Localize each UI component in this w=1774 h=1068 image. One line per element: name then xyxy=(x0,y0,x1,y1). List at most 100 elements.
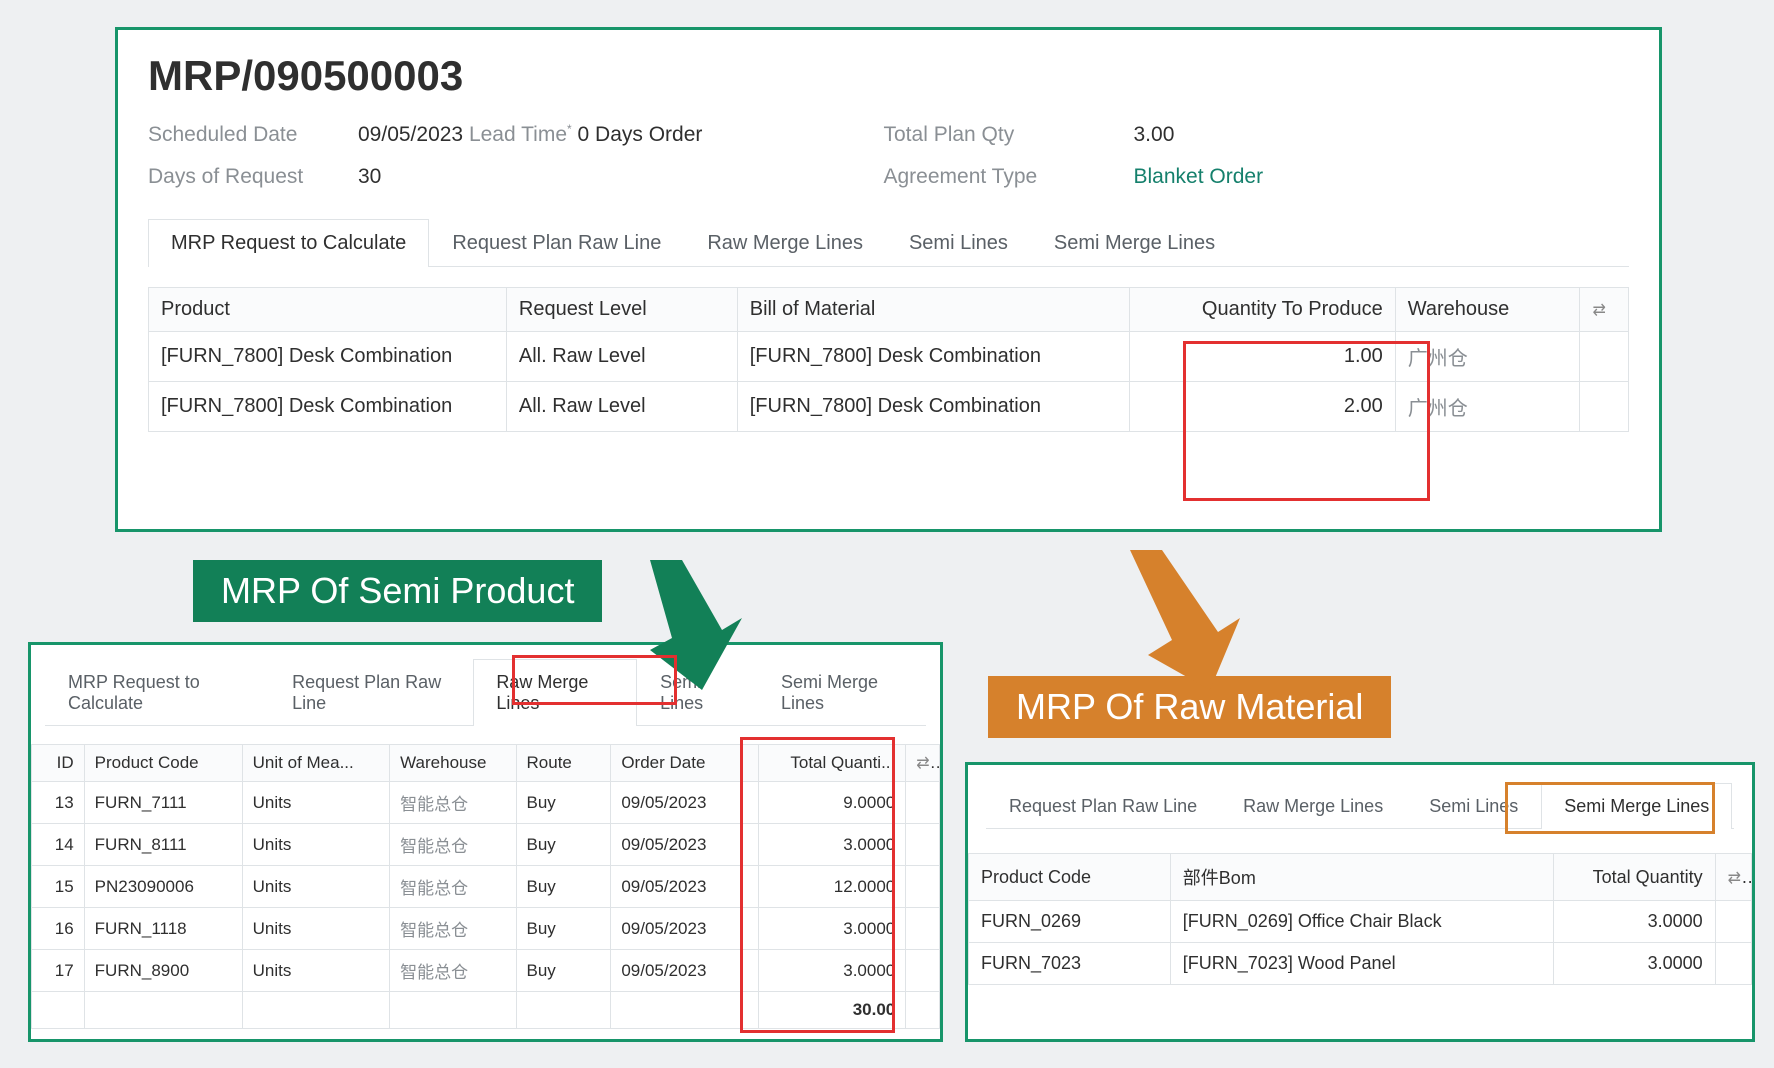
row-actions[interactable] xyxy=(906,866,940,908)
cell: 3.0000 xyxy=(758,950,905,992)
cell: 15 xyxy=(32,866,85,908)
value-agreement-type[interactable]: Blanket Order xyxy=(1134,165,1630,189)
cell: 17 xyxy=(32,950,85,992)
footer-cell xyxy=(32,992,85,1029)
tab-raw-merge-lines[interactable]: Raw Merge Lines xyxy=(473,659,637,726)
cell: [FURN_7800] Desk Combination xyxy=(149,382,507,432)
arrow-orange-icon xyxy=(1110,540,1260,700)
cell: 智能总仓 xyxy=(390,950,516,992)
row-actions[interactable] xyxy=(1580,332,1629,382)
table-row[interactable]: 14FURN_8111Units智能总仓Buy09/05/20233.0000 xyxy=(32,824,940,866)
col-header[interactable]: Unit of Mea... xyxy=(242,745,389,782)
tab-request-plan-raw-line[interactable]: Request Plan Raw Line xyxy=(986,783,1220,829)
cell: Buy xyxy=(516,950,611,992)
table-row[interactable]: [FURN_7800] Desk CombinationAll. Raw Lev… xyxy=(149,382,1629,432)
tab-semi-merge-lines[interactable]: Semi Merge Lines xyxy=(1541,783,1732,829)
table-row[interactable]: FURN_7023[FURN_7023] Wood Panel3.0000 xyxy=(969,943,1752,985)
tab-semi-merge-lines[interactable]: Semi Merge Lines xyxy=(758,659,926,726)
col-header[interactable]: Product Code xyxy=(969,854,1171,901)
row-actions[interactable] xyxy=(906,824,940,866)
cell: 13 xyxy=(32,782,85,824)
top-table: ProductRequest LevelBill of MaterialQuan… xyxy=(148,287,1629,432)
table-row[interactable]: [FURN_7800] Desk CombinationAll. Raw Lev… xyxy=(149,332,1629,382)
row-actions[interactable] xyxy=(906,950,940,992)
raw-material-panel: Request Plan Raw LineRaw Merge LinesSemi… xyxy=(965,762,1755,1042)
top-mrp-panel: MRP/090500003 Scheduled Date 09/05/2023 … xyxy=(115,27,1662,532)
col-header[interactable]: Product Code xyxy=(84,745,242,782)
cell: 2.00 xyxy=(1130,382,1396,432)
cell: Units xyxy=(242,824,389,866)
cell: FURN_7111 xyxy=(84,782,242,824)
tab-semi-lines[interactable]: Semi Lines xyxy=(886,219,1031,267)
row-actions[interactable] xyxy=(906,908,940,950)
lead-time-suffix: 0 Days Order xyxy=(578,123,703,146)
settings-icon[interactable]: ⇄ xyxy=(1715,854,1751,901)
lead-time-label: Lead Time* xyxy=(469,123,578,146)
col-header[interactable]: Total Quanti... xyxy=(758,745,905,782)
tab-raw-merge-lines[interactable]: Raw Merge Lines xyxy=(1220,783,1406,829)
table-row[interactable]: FURN_0269[FURN_0269] Office Chair Black3… xyxy=(969,901,1752,943)
label-scheduled-date: Scheduled Date xyxy=(148,123,328,147)
cell: 3.0000 xyxy=(758,908,905,950)
cell: 16 xyxy=(32,908,85,950)
cell: Buy xyxy=(516,782,611,824)
label-days-of-request: Days of Request xyxy=(148,165,328,189)
cell: FURN_7023 xyxy=(969,943,1171,985)
label-total-plan-qty: Total Plan Qty xyxy=(884,123,1104,147)
col-header[interactable]: Bill of Material xyxy=(737,288,1130,332)
col-header[interactable]: Route xyxy=(516,745,611,782)
cell: 智能总仓 xyxy=(390,824,516,866)
footer-cell xyxy=(84,992,242,1029)
table-row[interactable]: 17FURN_8900Units智能总仓Buy09/05/20233.0000 xyxy=(32,950,940,992)
cell: FURN_8900 xyxy=(84,950,242,992)
cell: 智能总仓 xyxy=(390,866,516,908)
cell: 09/05/2023 xyxy=(611,908,758,950)
cell: 9.0000 xyxy=(758,782,905,824)
cell: 广州仓 xyxy=(1395,332,1580,382)
table-row[interactable]: 13FURN_7111Units智能总仓Buy09/05/20239.0000 xyxy=(32,782,940,824)
settings-icon[interactable]: ⇄ xyxy=(1580,288,1629,332)
col-header[interactable]: Total Quantity xyxy=(1554,854,1715,901)
col-header[interactable]: Request Level xyxy=(506,288,737,332)
tab-mrp-request-to-calculate[interactable]: MRP Request to Calculate xyxy=(148,219,429,267)
cell: 14 xyxy=(32,824,85,866)
col-header[interactable]: Warehouse xyxy=(1395,288,1580,332)
tab-mrp-request-to-calculate[interactable]: MRP Request to Calculate xyxy=(45,659,269,726)
row-actions[interactable] xyxy=(906,782,940,824)
settings-icon[interactable]: ⇄ xyxy=(906,745,940,782)
stage: MRP/090500003 Scheduled Date 09/05/2023 … xyxy=(0,0,1774,1068)
row-actions[interactable] xyxy=(1580,382,1629,432)
cell: 3.0000 xyxy=(758,824,905,866)
table-row[interactable]: 15PN23090006Units智能总仓Buy09/05/202312.000… xyxy=(32,866,940,908)
cell: 09/05/2023 xyxy=(611,950,758,992)
bl-tabs: MRP Request to CalculateRequest Plan Raw… xyxy=(45,659,926,726)
tab-request-plan-raw-line[interactable]: Request Plan Raw Line xyxy=(429,219,684,267)
tab-raw-merge-lines[interactable]: Raw Merge Lines xyxy=(684,219,886,267)
value-days-of-request: 30 xyxy=(358,165,854,189)
header-form: Scheduled Date 09/05/2023 Lead Time* 0 D… xyxy=(148,122,1629,189)
col-header[interactable]: ID xyxy=(32,745,85,782)
cell: 09/05/2023 xyxy=(611,782,758,824)
col-header[interactable]: Order Date xyxy=(611,745,758,782)
cell: 3.0000 xyxy=(1554,901,1715,943)
cell: Units xyxy=(242,782,389,824)
footer-cell xyxy=(516,992,611,1029)
tab-request-plan-raw-line[interactable]: Request Plan Raw Line xyxy=(269,659,473,726)
cell: All. Raw Level xyxy=(506,332,737,382)
table-row[interactable]: 16FURN_1118Units智能总仓Buy09/05/20233.0000 xyxy=(32,908,940,950)
row-actions[interactable] xyxy=(1715,901,1751,943)
tab-semi-merge-lines[interactable]: Semi Merge Lines xyxy=(1031,219,1238,267)
col-header[interactable]: Product xyxy=(149,288,507,332)
cell: [FURN_7800] Desk Combination xyxy=(737,332,1130,382)
tab-semi-lines[interactable]: Semi Lines xyxy=(1406,783,1541,829)
cell: FURN_8111 xyxy=(84,824,242,866)
row-actions[interactable] xyxy=(1715,943,1751,985)
col-header[interactable]: Warehouse xyxy=(390,745,516,782)
doc-title: MRP/090500003 xyxy=(148,52,1629,100)
arrow-green-icon xyxy=(620,550,760,700)
value-scheduled-date: 09/05/2023 Lead Time* 0 Days Order xyxy=(358,122,854,147)
col-header[interactable]: Quantity To Produce xyxy=(1130,288,1396,332)
cell: 3.0000 xyxy=(1554,943,1715,985)
cell: FURN_1118 xyxy=(84,908,242,950)
col-header[interactable]: 部件Bom xyxy=(1170,854,1553,901)
